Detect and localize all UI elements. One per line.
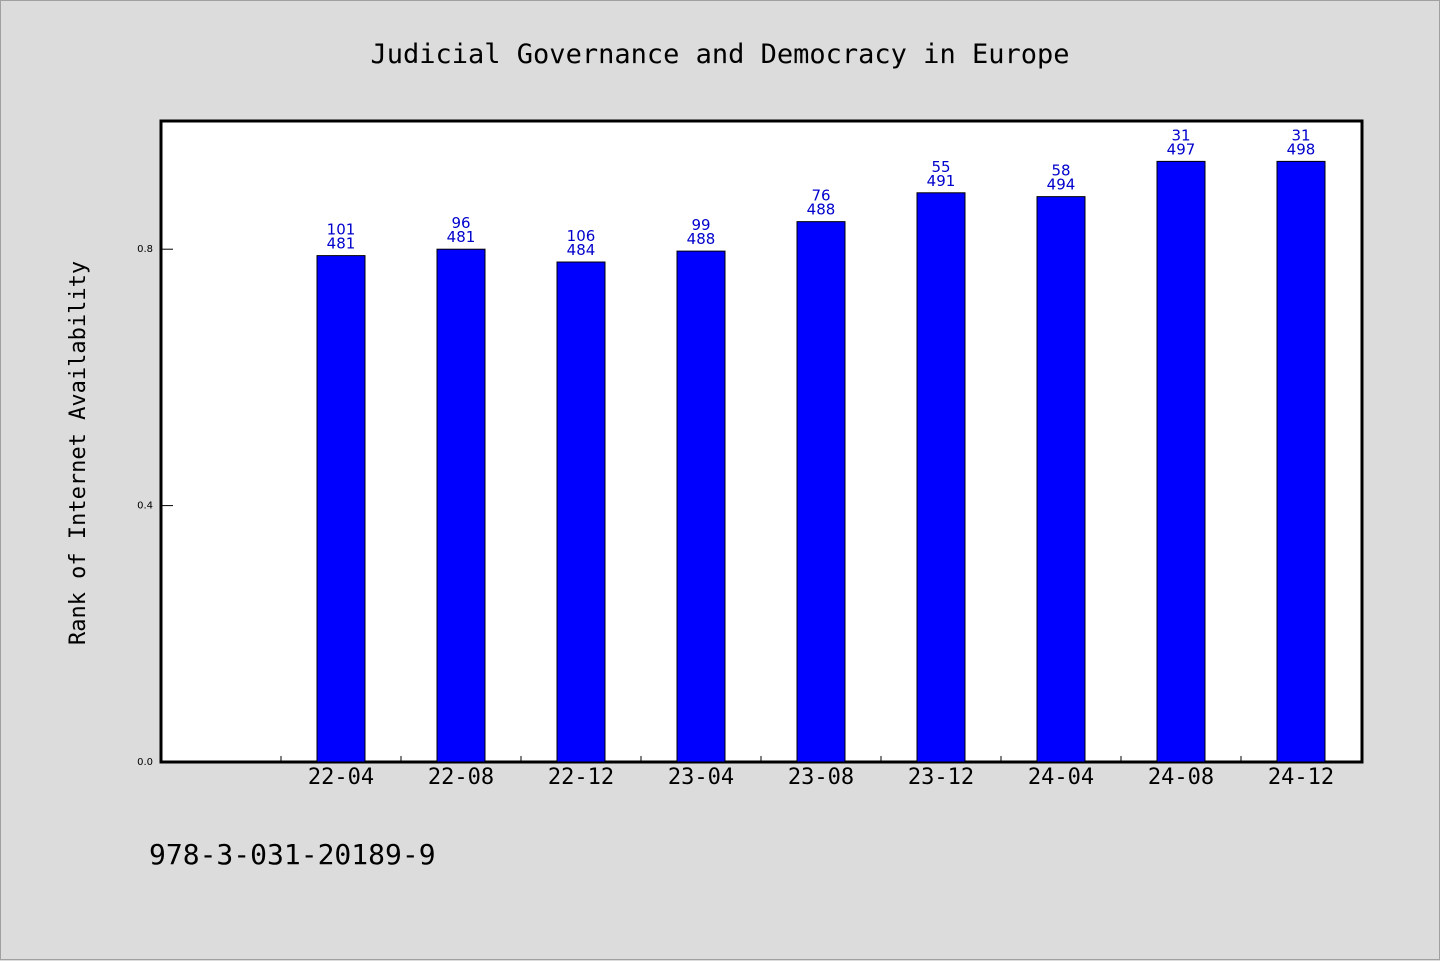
x-tick-label: 22-08: [428, 765, 494, 790]
data-label-top: 96: [451, 214, 470, 232]
x-tick-label: 23-04: [668, 765, 734, 790]
x-tick-label: 23-12: [908, 765, 974, 790]
y-tick-label: 0.0: [137, 757, 153, 768]
bar-23-12: [916, 192, 966, 763]
data-label-bottom: 494: [1047, 176, 1076, 194]
data-label-top: 31: [1171, 126, 1190, 144]
bar-22-12: [556, 261, 606, 763]
data-label-bottom: 497: [1167, 140, 1196, 158]
x-tick-label: 24-08: [1148, 765, 1214, 790]
x-tick-label: 23-08: [788, 765, 854, 790]
x-ticks-group: 22-04 22-08 22-12 23-04 23-08 23-12 24-04 24-08…: [280, 756, 1362, 790]
data-label-bottom: 491: [927, 172, 956, 190]
data-label-top: 55: [931, 158, 950, 176]
x-tick-label: 24-04: [1028, 765, 1094, 790]
data-label-bottom: 488: [807, 201, 836, 219]
bar-24-12: [1276, 160, 1326, 763]
y-ticks-group: 0.0 0.4 0.8: [137, 244, 173, 768]
data-label-top: 31: [1291, 126, 1310, 144]
y-tick-label: 0.4: [137, 501, 153, 512]
bar-22-04: [316, 255, 366, 763]
x-tick-label: 22-12: [548, 765, 614, 790]
data-label-top: 106: [567, 227, 596, 245]
data-label-top: 58: [1051, 162, 1070, 180]
data-label-bottom: 481: [327, 235, 356, 253]
bar-24-04: [1036, 196, 1086, 763]
bar-22-08: [436, 248, 486, 763]
y-axis-label: Rank of Internet Availability: [66, 261, 91, 645]
bar-23-08: [796, 221, 846, 763]
data-label-top: 76: [811, 187, 830, 205]
chart-title: Judicial Governance and Democracy in Eur…: [371, 39, 1070, 70]
data-label-bottom: 481: [447, 228, 476, 246]
data-label-bottom: 488: [687, 230, 716, 248]
x-tick-label: 22-04: [308, 765, 374, 790]
data-label-bottom: 484: [567, 241, 596, 259]
y-tick-label: 0.8: [137, 244, 153, 255]
data-label-bottom: 498: [1287, 140, 1316, 158]
bar-24-08: [1156, 160, 1206, 763]
data-label-top: 101: [327, 221, 356, 239]
isbn-footer: 978-3-031-20189-9: [149, 838, 436, 871]
bar-23-04: [676, 250, 726, 763]
x-tick-label: 24-12: [1268, 765, 1334, 790]
data-label-top: 99: [691, 216, 710, 234]
